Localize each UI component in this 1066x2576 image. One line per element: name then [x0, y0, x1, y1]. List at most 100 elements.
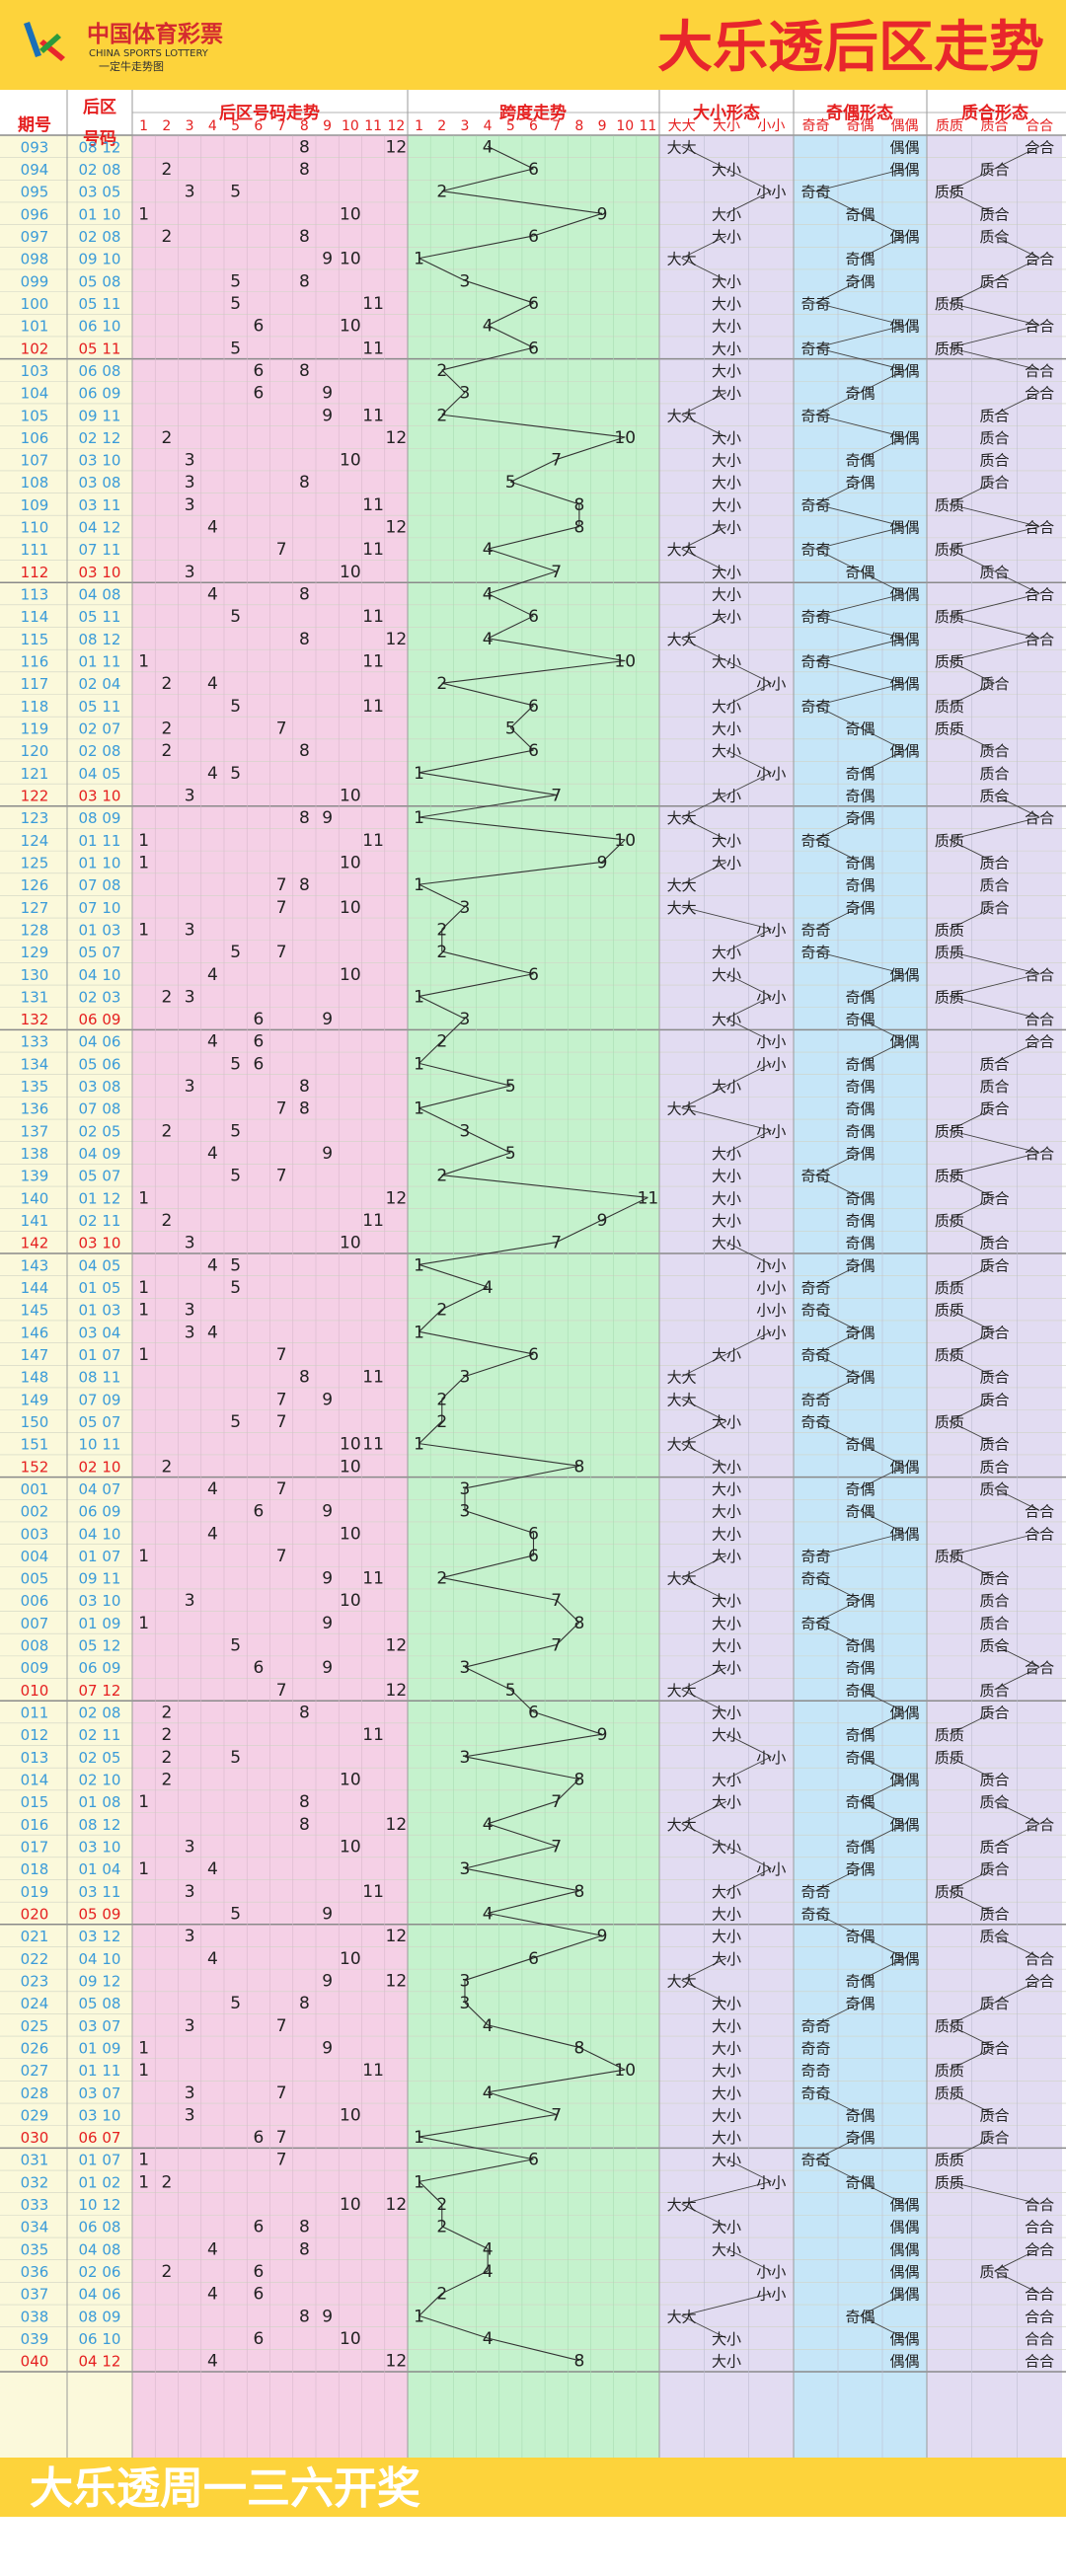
span-value-mark: 1 [414, 1054, 424, 1074]
prime-pattern-connector [949, 190, 995, 214]
period-number: 121 [21, 765, 49, 783]
parity-pattern-connector [815, 1309, 861, 1332]
size-pattern-mark: 大小 [712, 228, 741, 246]
parity-pattern-connector [815, 1577, 861, 1601]
prime-pattern-connector [994, 570, 1040, 594]
parity-pattern-mark: 偶偶 [889, 2263, 919, 2281]
span-value-mark: 2 [436, 1569, 447, 1589]
size-pattern-mark: 大大 [667, 541, 697, 559]
parity-pattern-mark: 奇偶 [845, 1145, 875, 1163]
trend-number-mark: 8 [299, 1368, 310, 1388]
span-value-mark: 2 [436, 2195, 447, 2215]
size-pattern-mark: 大小 [712, 2106, 741, 2124]
parity-pattern-connector [815, 2159, 861, 2182]
prime-pattern-connector [949, 548, 995, 572]
span-trend-segment [556, 1779, 580, 1802]
prime-pattern-mark: 质合 [979, 1905, 1009, 1923]
span-value-mark: 9 [597, 1211, 608, 1231]
back-numbers: 02 10 [79, 1772, 121, 1789]
span-value-mark: 1 [414, 2172, 424, 2192]
size-pattern-connector [681, 1353, 727, 1378]
span-trend-segment [419, 816, 626, 841]
trend-number-mark: 10 [340, 1837, 361, 1856]
parity-pattern-mark: 奇偶 [845, 1256, 875, 1274]
trend-number-mark: 8 [299, 2307, 310, 2326]
span-value-mark: 2 [436, 1032, 447, 1052]
parity-pattern-connector [815, 1420, 861, 1445]
parity-pattern-mark: 偶偶 [889, 586, 919, 604]
parity-pattern-connector [815, 302, 905, 327]
span-value-mark: 9 [597, 204, 608, 224]
size-pattern-connector [725, 2247, 772, 2272]
size-pattern-mark: 大小 [712, 832, 741, 850]
column-backgrounds [0, 90, 1066, 2458]
back-numbers: 05 11 [79, 698, 121, 716]
trend-number-mark: 10 [340, 2105, 361, 2125]
span-trend-segment [464, 1644, 557, 1668]
prime-pattern-connector [994, 795, 1040, 818]
period-number: 024 [21, 1995, 49, 2012]
back-numbers: 07 11 [79, 541, 121, 559]
span-value-mark: 4 [483, 1815, 494, 1835]
span-trend-segment [419, 2293, 443, 2316]
trend-number-mark: 7 [276, 1167, 287, 1186]
span-value-mark: 6 [528, 1345, 539, 1365]
trend-number-mark: 1 [138, 1188, 149, 1208]
span-value-mark: 2 [436, 1390, 447, 1409]
prime-pattern-connector [949, 302, 1040, 327]
prime-pattern-connector [949, 1532, 1040, 1556]
prime-pattern-connector [949, 503, 1040, 527]
back-number-header-line1: 后区 [83, 98, 116, 117]
span-value-mark: 6 [528, 339, 539, 358]
back-numbers: 03 04 [79, 1324, 121, 1341]
span-value-mark: 8 [573, 1614, 584, 1633]
back-numbers: 02 11 [79, 1726, 121, 1744]
back-numbers: 03 12 [79, 1928, 121, 1945]
span-trend-segment [464, 1957, 534, 1981]
period-number: 095 [21, 184, 49, 201]
parity-pattern-connector [815, 346, 905, 371]
parity-pattern-mark: 奇偶 [845, 1011, 875, 1028]
prime-pattern-mark: 质合 [979, 161, 1009, 179]
size-pattern-mark: 大小 [712, 2240, 741, 2258]
trend-number-mark: 6 [253, 1032, 264, 1052]
span-trend-segment [441, 1174, 648, 1198]
trend-number-mark: 3 [185, 1882, 195, 1902]
trend-number-mark: 7 [276, 898, 287, 918]
span-trend-segment [441, 950, 534, 975]
size-pattern-mark: 大大 [667, 1436, 697, 1454]
trend-number-mark: 5 [230, 1636, 241, 1656]
trend-number-mark: 11 [362, 1211, 384, 1231]
parity-pattern-mark: 奇偶 [845, 1995, 875, 2012]
size-pattern-connector [681, 1420, 727, 1445]
trend-number-mark: 9 [322, 2038, 333, 2058]
parity-pattern-mark: 奇偶 [845, 1436, 875, 1454]
size-pattern-mark: 大小 [712, 340, 741, 357]
prime-pattern-mark: 质合 [979, 474, 1009, 492]
trend-number-mark: 10 [340, 1457, 361, 1477]
size-pattern-connector [681, 1443, 727, 1467]
period-number: 022 [21, 1950, 49, 1968]
span-trend-segment [419, 883, 466, 908]
span-trend-segment [441, 1286, 489, 1311]
span-value-mark: 7 [551, 786, 562, 805]
back-numbers: 03 08 [79, 474, 121, 492]
prime-pattern-connector [949, 346, 1040, 371]
trend-number-mark: 3 [185, 1323, 195, 1342]
back-numbers: 05 07 [79, 1168, 121, 1185]
trend-number-mark: 12 [386, 1927, 408, 1946]
size-pattern-mark: 小小 [756, 1122, 786, 1140]
span-axis-tick: 4 [484, 118, 493, 134]
parity-pattern-mark: 奇奇 [800, 1168, 830, 1185]
period-number: 135 [21, 1078, 49, 1096]
size-pattern-mark: 大小 [712, 787, 741, 804]
size-pattern-mark: 大小 [712, 2219, 741, 2236]
back-numbers: 01 10 [79, 854, 121, 871]
span-value-mark: 1 [414, 1255, 424, 1275]
span-value-mark: 6 [528, 607, 539, 627]
parity-pattern-mark: 奇偶 [845, 1749, 875, 1767]
back-numbers: 03 07 [79, 2017, 121, 2035]
span-trend-segment [441, 2226, 489, 2249]
parity-pattern-mark: 奇奇 [800, 1548, 830, 1565]
